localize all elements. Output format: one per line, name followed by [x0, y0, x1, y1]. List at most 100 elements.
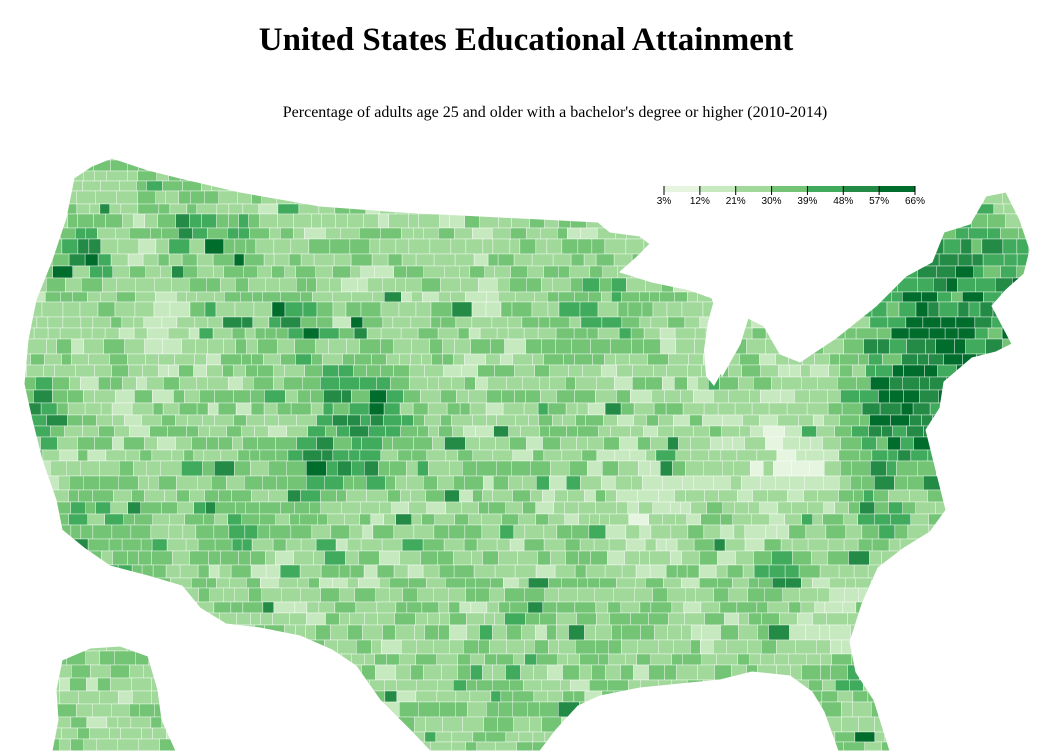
- county: [102, 588, 113, 602]
- county: [139, 160, 157, 171]
- county: [557, 625, 569, 640]
- county: [574, 691, 585, 702]
- county: [118, 739, 139, 751]
- county: [822, 680, 835, 691]
- county: [132, 565, 142, 578]
- county: [327, 171, 348, 181]
- county: [949, 691, 968, 702]
- county: [184, 150, 204, 160]
- county: [605, 403, 621, 415]
- county: [158, 437, 176, 450]
- county: [231, 565, 251, 578]
- county: [982, 239, 1003, 254]
- county: [808, 717, 821, 732]
- county: [349, 665, 362, 680]
- county: [246, 365, 258, 377]
- county: [825, 602, 843, 613]
- county: [489, 502, 506, 514]
- county: [471, 654, 485, 665]
- county: [465, 292, 486, 302]
- county: [90, 665, 110, 678]
- county: [455, 204, 471, 214]
- county: [622, 317, 640, 328]
- county: [685, 461, 703, 476]
- county: [152, 390, 173, 403]
- county: [938, 732, 956, 742]
- county: [439, 625, 450, 640]
- county: [1015, 490, 1033, 502]
- county: [745, 539, 764, 551]
- county: [738, 742, 748, 751]
- county: [550, 171, 564, 181]
- county: [466, 437, 480, 450]
- county: [328, 702, 349, 717]
- county: [574, 390, 595, 403]
- county: [563, 191, 573, 204]
- county: [975, 317, 992, 328]
- county: [1011, 613, 1024, 625]
- county: [33, 588, 52, 602]
- county: [645, 278, 661, 292]
- county: [921, 539, 938, 551]
- county: [951, 292, 962, 302]
- county: [441, 317, 456, 328]
- county: [540, 613, 557, 625]
- county: [891, 665, 901, 680]
- county: [941, 150, 957, 160]
- county: [562, 450, 582, 461]
- county: [85, 254, 98, 266]
- county: [385, 691, 397, 702]
- county: [616, 390, 630, 403]
- county: [640, 602, 651, 613]
- county: [399, 702, 418, 717]
- county: [98, 254, 111, 266]
- county: [442, 150, 457, 160]
- county: [522, 625, 536, 640]
- county: [188, 691, 207, 702]
- county: [740, 266, 751, 278]
- county: [594, 732, 612, 742]
- county: [907, 717, 922, 732]
- county: [444, 539, 464, 551]
- county: [324, 476, 343, 490]
- county: [281, 502, 295, 514]
- county: [173, 551, 190, 565]
- county: [460, 602, 471, 613]
- county: [193, 625, 205, 640]
- county: [830, 354, 840, 365]
- county: [84, 339, 104, 354]
- county: [744, 717, 760, 732]
- county: [942, 476, 953, 490]
- county: [361, 502, 380, 514]
- county: [737, 602, 757, 613]
- county: [596, 254, 614, 266]
- county: [583, 365, 602, 377]
- county: [814, 415, 824, 426]
- county: [319, 602, 335, 613]
- county: [383, 317, 393, 328]
- county: [892, 214, 912, 228]
- county: [652, 228, 663, 239]
- county: [659, 490, 675, 502]
- county: [881, 171, 899, 181]
- county: [558, 702, 579, 717]
- county: [304, 691, 320, 702]
- county: [184, 266, 198, 278]
- county: [699, 578, 717, 588]
- county: [944, 354, 963, 365]
- county: [527, 437, 543, 450]
- county: [479, 502, 489, 514]
- county: [889, 502, 903, 514]
- county: [964, 461, 983, 476]
- county: [913, 640, 933, 654]
- county: [339, 365, 354, 377]
- county: [337, 640, 356, 654]
- county: [337, 490, 347, 502]
- county: [827, 278, 842, 292]
- county: [115, 302, 135, 317]
- county: [203, 415, 215, 426]
- county: [258, 339, 278, 354]
- county: [962, 390, 974, 403]
- county: [643, 171, 653, 181]
- county: [331, 525, 350, 539]
